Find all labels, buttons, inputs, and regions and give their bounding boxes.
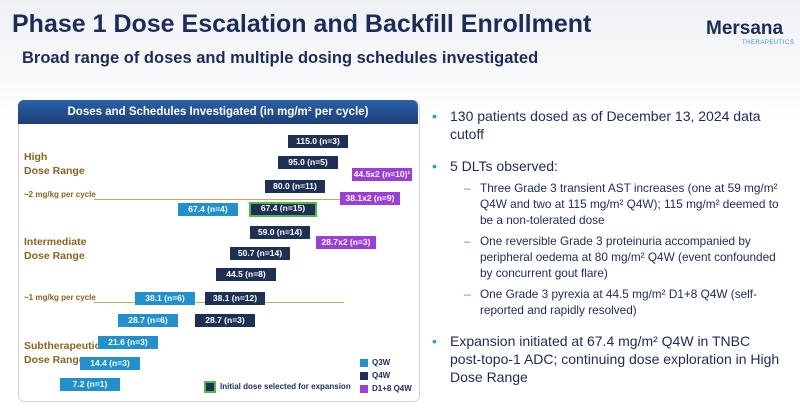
legend-swatch: [204, 381, 216, 393]
bullet-text: 130 patients dosed as of December 13, 20…: [450, 108, 761, 142]
dose-box: 67.4 (n=15): [249, 202, 317, 217]
threshold-label: ~2 mg/kg per cycle: [24, 190, 96, 199]
dose-box: 28.7 (n=6): [118, 314, 178, 327]
dose-box: 80.0 (n=11): [265, 180, 325, 193]
dose-box: 44.5 (n=8): [216, 268, 276, 281]
legend-swatch: [360, 385, 368, 393]
dose-box: 38.1 (n=6): [135, 292, 195, 305]
bullet-text: Expansion initiated at 67.4 mg/m² Q4W in…: [450, 333, 780, 385]
bullet-text: 5 DLTs observed:: [450, 158, 558, 174]
legend-label: D1+8 Q4W: [372, 384, 412, 393]
range-label: High Dose Range: [24, 151, 85, 177]
dose-box: 14.4 (n=3): [80, 357, 140, 370]
dose-box: 28.7 (n=3): [195, 314, 255, 327]
sub-bullet: One reversible Grade 3 proteinuria accom…: [450, 233, 782, 281]
dose-box: 50.7 (n=14): [230, 247, 290, 260]
legend-swatch: [360, 372, 368, 380]
bullet: 130 patients dosed as of December 13, 20…: [432, 107, 782, 143]
dose-box: 21.6 (n=3): [98, 336, 158, 349]
dose-box: 67.4 (n=4): [178, 203, 238, 216]
dose-box: 28.7x2 (n=3): [316, 236, 376, 249]
legend-label: Initial dose selected for expansion: [220, 382, 351, 391]
legend-swatch: [360, 359, 368, 367]
dose-box: 38.1x2 (n=9): [340, 192, 400, 205]
panel-title: Doses and Schedules Investigated (in mg/…: [18, 100, 418, 124]
logo: Mersana: [706, 18, 784, 39]
bullet-list: 130 patients dosed as of December 13, 20…: [432, 107, 782, 400]
panel: [18, 100, 420, 402]
bullet: 5 DLTs observed: Three Grade 3 transient …: [432, 157, 782, 318]
title: Phase 1 Dose Escalation and Backfill Enr…: [12, 10, 592, 38]
dose-box: 115.0 (n=3): [288, 135, 348, 148]
dose-box: 38.1 (n=12): [205, 292, 265, 305]
dose-box: 95.0 (n=5): [278, 156, 338, 169]
dose-box: 44.5x2 (n=10)¹: [352, 168, 412, 181]
legend-label: Q3W: [372, 358, 391, 367]
logo-tagline: THERAPEUTICS: [742, 40, 795, 46]
threshold-label: ~1 mg/kg per cycle: [24, 293, 96, 302]
threshold-line: [94, 199, 344, 200]
sub-bullet: One Grade 3 pyrexia at 44.5 mg/m² D1+8 Q…: [450, 286, 782, 318]
dose-box: 59.0 (n=14): [250, 226, 310, 239]
bullet: Expansion initiated at 67.4 mg/m² Q4W in…: [432, 332, 782, 386]
range-label: Intermediate Dose Range: [24, 236, 87, 262]
subtitle: Broad range of doses and multiple dosing…: [22, 49, 539, 67]
range-label: Subtherapeutic Dose Range: [24, 340, 101, 366]
sub-bullet: Three Grade 3 transient AST increases (o…: [450, 180, 782, 228]
legend-label: Q4W: [372, 371, 391, 380]
dose-box: 7.2 (n=1): [60, 378, 120, 391]
